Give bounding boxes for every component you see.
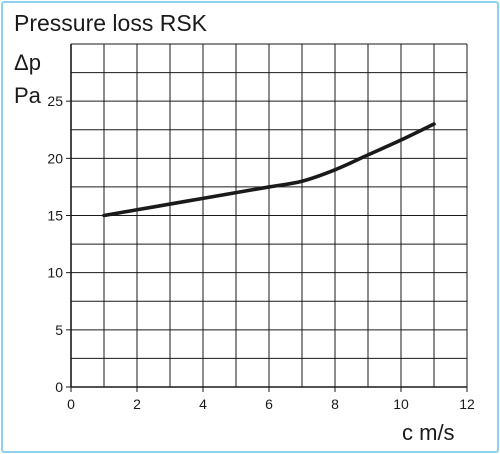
- y-axis-unit: Pa: [14, 83, 42, 108]
- x-tick-label: 10: [393, 396, 409, 412]
- chart-title: Pressure loss RSK: [14, 10, 208, 36]
- tick-labels: 0 2 4 6 8 10 12 0 5 10 15 20 25: [47, 93, 475, 412]
- x-axis-label: c m/s: [402, 420, 455, 445]
- series-layer: [102, 122, 436, 218]
- x-tick-label: 0: [67, 396, 75, 412]
- y-tick-label: 20: [47, 150, 63, 166]
- y-tick-label: 15: [47, 208, 63, 224]
- y-axis-symbol: Δp: [14, 50, 41, 75]
- x-tick-label: 8: [331, 396, 339, 412]
- x-tick-label: 4: [199, 396, 207, 412]
- grid: [70, 43, 468, 388]
- x-tick-label: 2: [133, 396, 141, 412]
- y-tick-label: 25: [47, 93, 63, 109]
- x-tick-label: 12: [459, 396, 475, 412]
- x-tick-label: 6: [265, 396, 273, 412]
- y-tick-label: 10: [47, 265, 63, 281]
- y-tick-label: 0: [55, 379, 63, 395]
- y-tick-label: 5: [55, 322, 63, 338]
- pressure-loss-series-line: [102, 122, 436, 218]
